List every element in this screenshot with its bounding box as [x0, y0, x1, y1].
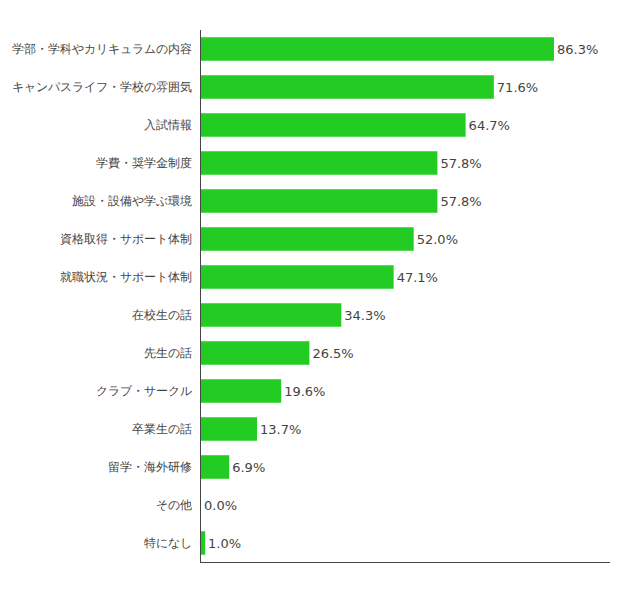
- svg-text:資格取得・サポート体制: 資格取得・サポート体制: [60, 232, 192, 246]
- svg-text:学部・学科やカリキュラムの内容: 学部・学科やカリキュラムの内容: [12, 42, 192, 56]
- svg-text:1.0%: 1.0%: [208, 536, 241, 551]
- svg-text:26.5%: 26.5%: [312, 346, 353, 361]
- svg-text:52.0%: 52.0%: [417, 232, 458, 247]
- svg-text:キャンパスライフ・学校の雰囲気: キャンパスライフ・学校の雰囲気: [12, 80, 192, 94]
- svg-text:86.3%: 86.3%: [557, 42, 598, 57]
- svg-text:学費・奨学金制度: 学費・奨学金制度: [96, 156, 192, 170]
- svg-text:留学・海外研修: 留学・海外研修: [108, 460, 192, 474]
- svg-text:64.7%: 64.7%: [469, 118, 510, 133]
- svg-text:47.1%: 47.1%: [397, 270, 438, 285]
- svg-text:クラブ・サークル: クラブ・サークル: [96, 384, 192, 398]
- svg-text:34.3%: 34.3%: [344, 308, 385, 323]
- svg-text:71.6%: 71.6%: [497, 80, 538, 95]
- svg-text:先生の話: 先生の話: [144, 346, 192, 360]
- svg-text:57.8%: 57.8%: [440, 194, 481, 209]
- svg-text:卒業生の話: 卒業生の話: [132, 422, 192, 436]
- svg-text:13.7%: 13.7%: [260, 422, 301, 437]
- svg-text:19.6%: 19.6%: [284, 384, 325, 399]
- svg-text:入試情報: 入試情報: [144, 118, 192, 132]
- svg-text:在校生の話: 在校生の話: [132, 308, 192, 322]
- svg-text:57.8%: 57.8%: [440, 156, 481, 171]
- svg-text:特になし: 特になし: [144, 536, 192, 550]
- svg-text:施設・設備や学ぶ環境: 施設・設備や学ぶ環境: [72, 194, 192, 208]
- svg-text:0.0%: 0.0%: [204, 498, 237, 513]
- svg-text:その他: その他: [156, 498, 192, 512]
- svg-text:6.9%: 6.9%: [232, 460, 265, 475]
- svg-text:就職状況・サポート体制: 就職状況・サポート体制: [60, 270, 192, 284]
